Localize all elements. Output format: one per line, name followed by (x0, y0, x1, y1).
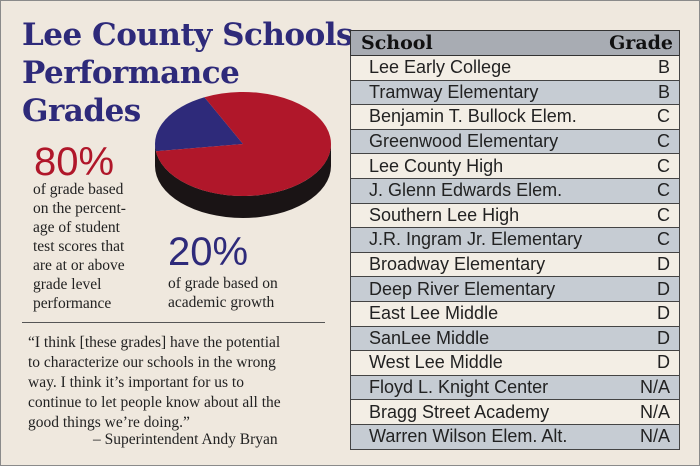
quote-line: way. I think it’s important for us to (28, 374, 244, 391)
table-row: Benjamin T. Bullock Elem. C (349, 104, 680, 130)
school-name-cell: East Lee Middle (349, 300, 595, 327)
grade-cell: D (594, 350, 680, 376)
school-name-cell: J.R. Ingram Jr. Elementary (349, 227, 595, 253)
quote-line: “I think [these grades] have the potenti… (28, 334, 281, 351)
test-scores-percent: 80% (34, 140, 115, 184)
grade-cell: C (594, 202, 680, 229)
table-row: J.R. Ingram Jr. Elementary C (349, 227, 680, 253)
school-name-cell: SanLee Middle (349, 325, 595, 352)
title-line-1: Lee County Schools (22, 17, 353, 53)
growth-description: of grade based on academic growth (168, 274, 318, 312)
grade-cell: N/A (594, 374, 680, 401)
grade-cell: C (594, 227, 680, 253)
grade-cell: N/A (594, 399, 680, 425)
table-row: Tramway Elementary B (349, 79, 680, 106)
grade-cell: C (594, 104, 680, 130)
test-scores-desc-line: on the percent- (33, 200, 126, 217)
test-scores-desc-line: are at or above (33, 257, 125, 274)
school-name-cell: West Lee Middle (349, 350, 595, 376)
table-row: Warren Wilson Elem. Alt. N/A (349, 423, 680, 450)
school-name-cell: J. Glenn Edwards Elem. (349, 177, 595, 204)
school-name-cell: Tramway Elementary (349, 79, 595, 106)
grade-cell: C (594, 177, 680, 204)
school-name-cell: Warren Wilson Elem. Alt. (349, 423, 595, 450)
test-scores-desc-line: performance (33, 295, 112, 312)
grade-cell: N/A (594, 423, 680, 450)
table-row: Greenwood Elementary C (349, 128, 680, 155)
title-line-3: Grades (22, 93, 141, 129)
school-name-cell: Lee County High (349, 153, 595, 179)
table-row: J. Glenn Edwards Elem. C (349, 177, 680, 204)
grade-cell: B (594, 55, 680, 81)
grade-cell: C (594, 153, 680, 179)
table-row: East Lee Middle D (349, 300, 680, 327)
table-row: Floyd L. Knight Center N/A (349, 374, 680, 401)
grade-cell: D (594, 251, 680, 278)
table-row: West Lee Middle D (349, 350, 680, 376)
grade-cell: D (594, 276, 680, 302)
test-scores-description: of grade based on the percent- age of st… (33, 180, 163, 313)
pie-side (155, 144, 331, 218)
test-scores-desc-line: test scores that (33, 238, 125, 255)
school-name-cell: Greenwood Elementary (349, 128, 595, 155)
school-name-cell: Southern Lee High (349, 202, 595, 229)
quote-line: to characterize our schools in the wrong (28, 354, 276, 371)
test-scores-desc-line: age of student (33, 219, 120, 236)
test-scores-desc-line: grade level (33, 276, 102, 293)
quote-line: continue to let people know about all th… (28, 394, 281, 411)
school-name-cell: Benjamin T. Bullock Elem. (349, 104, 595, 130)
table-row: Lee County High C (349, 153, 680, 179)
title-line-2: Performance (22, 55, 240, 91)
table-row: Southern Lee High C (349, 202, 680, 229)
growth-percent: 20% (168, 230, 249, 274)
quote-attribution: – Superintendent Andy Bryan (93, 431, 278, 448)
school-grades-table: School Grade Lee Early College B Tramway E… (349, 30, 680, 450)
table-row: Broadway Elementary D (349, 251, 680, 278)
table-row: Lee Early College B (349, 55, 680, 81)
test-scores-desc-line: of grade based (33, 181, 124, 198)
grade-cell: D (594, 300, 680, 327)
pie-slice-80 (155, 92, 331, 196)
superintendent-quote: “I think [these grades] have the potenti… (28, 333, 330, 433)
school-column-header: School (349, 30, 595, 56)
school-name-cell: Floyd L. Knight Center (349, 374, 595, 401)
table-row: SanLee Middle D (349, 325, 680, 352)
grade-cell: B (594, 79, 680, 106)
growth-desc-line: academic growth (168, 294, 275, 311)
grade-weight-pie-chart (155, 92, 331, 218)
grade-cell: D (594, 325, 680, 352)
graphic-title: Lee County Schools Performance Grades (22, 16, 353, 130)
school-name-cell: Deep River Elementary (349, 276, 595, 302)
school-name-cell: Bragg Street Academy (349, 399, 595, 425)
growth-desc-line: of grade based on (168, 275, 278, 292)
table-row: Bragg Street Academy N/A (349, 399, 680, 425)
table-header-row: School Grade (349, 30, 680, 56)
grade-column-header: Grade (594, 30, 680, 56)
quote-line: good things we’re doing.” (28, 414, 190, 431)
school-name-cell: Lee Early College (349, 55, 595, 81)
grade-cell: C (594, 128, 680, 155)
table-row: Deep River Elementary D (349, 276, 680, 302)
pie-slice-20 (155, 97, 243, 152)
school-name-cell: Broadway Elementary (349, 251, 595, 278)
quote-divider (22, 322, 325, 323)
table-body: Lee Early College B Tramway Elementary B Ben… (349, 55, 680, 450)
